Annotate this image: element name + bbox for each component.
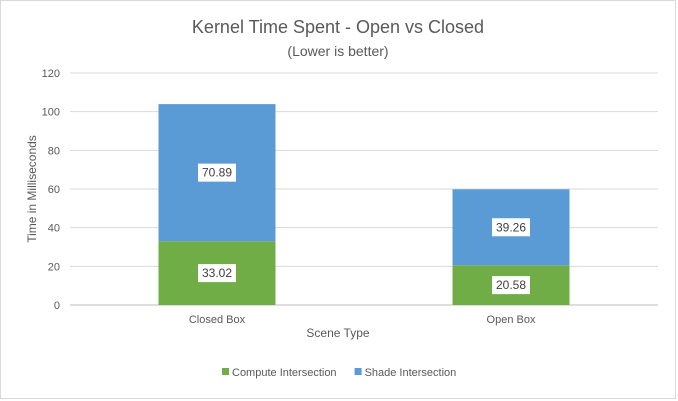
y-tick-label: 120 — [42, 68, 60, 80]
legend-label: Shade Intersection — [365, 367, 457, 379]
y-tick-label: 100 — [42, 107, 60, 119]
chart-title: Kernel Time Spent - Open vs Closed — [192, 17, 484, 37]
legend-label: Compute Intersection — [232, 367, 337, 379]
y-tick-label: 0 — [54, 300, 60, 312]
y-axis-ticks: 0 20 40 60 80 100 120 — [42, 68, 60, 312]
data-label-box — [492, 276, 530, 295]
legend: Compute Intersection Shade Intersection — [222, 367, 456, 379]
y-tick-label: 60 — [48, 184, 60, 196]
x-tick-label: Closed Box — [189, 314, 246, 326]
chart-subtitle: (Lower is better) — [287, 43, 388, 59]
data-label: 70.89 — [202, 166, 232, 180]
data-label: 20.58 — [496, 278, 526, 292]
y-tick-label: 20 — [48, 261, 60, 273]
x-axis-title: Scene Type — [306, 326, 369, 340]
data-label-box — [198, 264, 236, 283]
y-tick-label: 40 — [48, 223, 60, 235]
gridlines — [70, 72, 658, 306]
legend-swatch — [222, 368, 229, 375]
data-label: 39.26 — [496, 220, 526, 234]
x-axis-ticks: Closed Box Open Box — [189, 314, 536, 326]
y-tick-label: 80 — [48, 145, 60, 157]
bars: 33.02 70.89 20.58 39.26 — [158, 104, 570, 305]
legend-swatch — [354, 368, 362, 375]
data-label-box — [198, 163, 236, 182]
x-tick-label: Open Box — [487, 314, 536, 326]
data-label: 33.02 — [202, 266, 232, 280]
y-axis-title: Time in Milliseconds — [25, 135, 39, 243]
data-label-box — [492, 218, 530, 237]
